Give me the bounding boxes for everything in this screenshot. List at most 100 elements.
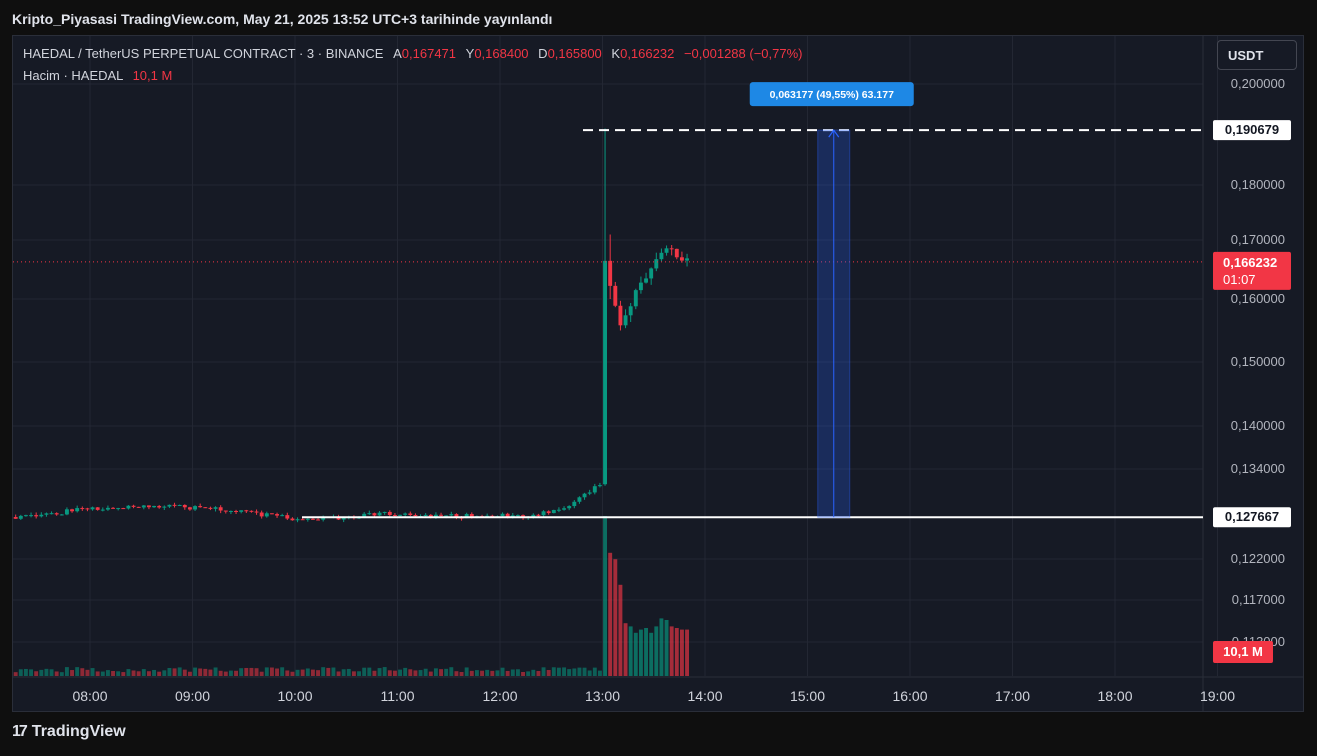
volume-bar: [490, 670, 495, 676]
candle-body: [234, 510, 238, 512]
last-price-tag-bg: [1213, 251, 1291, 290]
candle-body: [469, 514, 474, 517]
low-value: 0,165800: [547, 46, 602, 61]
candle-body: [372, 513, 377, 516]
candle-body: [228, 510, 233, 512]
volume-bar: [679, 629, 684, 676]
candle-body: [562, 508, 566, 510]
y-tick-label: 0,180000: [1231, 177, 1285, 192]
volume-bar: [141, 669, 146, 676]
price-chart[interactable]: 0,200000 0,180000 0,170000 0,160000 0,150000…: [13, 36, 1304, 712]
candle-body: [367, 513, 372, 515]
candle-body: [141, 505, 146, 508]
symbol-legend: HAEDAL / TetherUS PERPETUAL CONTRACT · 3…: [23, 46, 803, 61]
volume-bar: [367, 667, 372, 676]
volume-bar: [49, 669, 54, 676]
candle-body: [592, 486, 597, 493]
footer-brand[interactable]: 17 TradingView: [12, 723, 126, 741]
volume-bar: [346, 668, 351, 676]
volume-bar: [300, 669, 305, 676]
volume-bar: [664, 620, 669, 676]
candle-body: [659, 252, 664, 260]
last-price-tag: 0,166232: [1223, 255, 1277, 270]
volume-bar: [172, 668, 177, 676]
volume-bar: [603, 516, 607, 676]
volume-bar: [234, 670, 238, 676]
currency-button[interactable]: USDT: [1217, 40, 1297, 70]
candle-body: [13, 517, 18, 519]
volume-title[interactable]: Hacim · HAEDAL: [23, 68, 123, 83]
volume-bar: [295, 669, 300, 676]
volume-bar: [203, 668, 208, 676]
candle-body: [572, 501, 577, 507]
volume-bar: [449, 667, 454, 676]
candle-body: [613, 285, 618, 306]
candle-body: [413, 514, 418, 517]
y-tick-label: 0,150000: [1231, 354, 1285, 369]
candle-body: [131, 505, 136, 507]
high-value: 0,168400: [474, 46, 529, 61]
candle-body: [259, 512, 264, 517]
volume-bar: [198, 668, 203, 676]
candle-body: [269, 513, 274, 515]
candle-body: [152, 505, 156, 508]
volume-tag: 10,1 M: [1223, 644, 1263, 659]
candle-body: [264, 513, 269, 517]
volume-bar: [208, 669, 213, 676]
candle-body: [136, 506, 141, 508]
candle-body: [49, 513, 54, 515]
volume-bar: [597, 670, 602, 676]
symbol-title[interactable]: HAEDAL / TetherUS PERPETUAL CONTRACT · 3…: [23, 46, 384, 61]
volume-bar: [674, 628, 679, 676]
volume-bar: [382, 667, 387, 676]
candle-body: [567, 506, 572, 509]
candle-body: [428, 514, 433, 518]
candle-body: [44, 513, 49, 515]
candle-body: [387, 511, 392, 516]
volume-bar: [341, 669, 346, 676]
volume-bar: [608, 552, 613, 676]
volume-bar: [474, 670, 479, 676]
candle-body: [628, 306, 633, 316]
candle-body: [213, 507, 218, 509]
low-line-price-tag-bg: [1213, 507, 1291, 528]
candle-body: [105, 507, 110, 510]
volume-bar: [146, 671, 151, 676]
volume-bar: [54, 671, 59, 676]
volume-bar: [239, 668, 244, 676]
candle-body: [603, 260, 607, 485]
volume-bar: [321, 667, 326, 676]
volume-bar: [59, 672, 64, 676]
candle-body: [254, 511, 259, 513]
candle-body: [623, 315, 628, 326]
candle-body: [18, 515, 23, 519]
volume-bar: [659, 618, 664, 676]
volume-bar: [587, 670, 592, 676]
volume-bar: [23, 668, 28, 676]
candle-body: [362, 513, 367, 518]
volume-bar: [582, 667, 587, 676]
candle-body: [439, 514, 443, 516]
volume-bar: [628, 626, 633, 676]
x-tick-label: 09:00: [175, 688, 210, 704]
publish-caption: Kripto_Piyasasi TradingView.com, May 21,…: [12, 11, 553, 27]
volume-bar: [80, 668, 85, 676]
volume-bar: [13, 672, 18, 676]
volume-bar: [39, 669, 44, 676]
volume-bar: [459, 672, 464, 676]
volume-bar: [654, 626, 659, 676]
candle-body: [111, 507, 115, 509]
candle-body: [685, 258, 689, 261]
volume-bar: [116, 671, 121, 676]
volume-bar: [18, 669, 23, 676]
candle-body: [403, 513, 408, 515]
volume-bar: [562, 667, 566, 676]
volume-bar: [454, 671, 459, 676]
volume-bar: [423, 668, 428, 676]
x-tick-label: 13:00: [585, 688, 620, 704]
chart-panel[interactable]: 0,200000 0,180000 0,170000 0,160000 0,150000…: [12, 35, 1304, 712]
volume-bar: [100, 671, 105, 676]
candle-body: [157, 505, 162, 508]
candle-body: [59, 514, 64, 516]
candle-body: [551, 509, 556, 514]
